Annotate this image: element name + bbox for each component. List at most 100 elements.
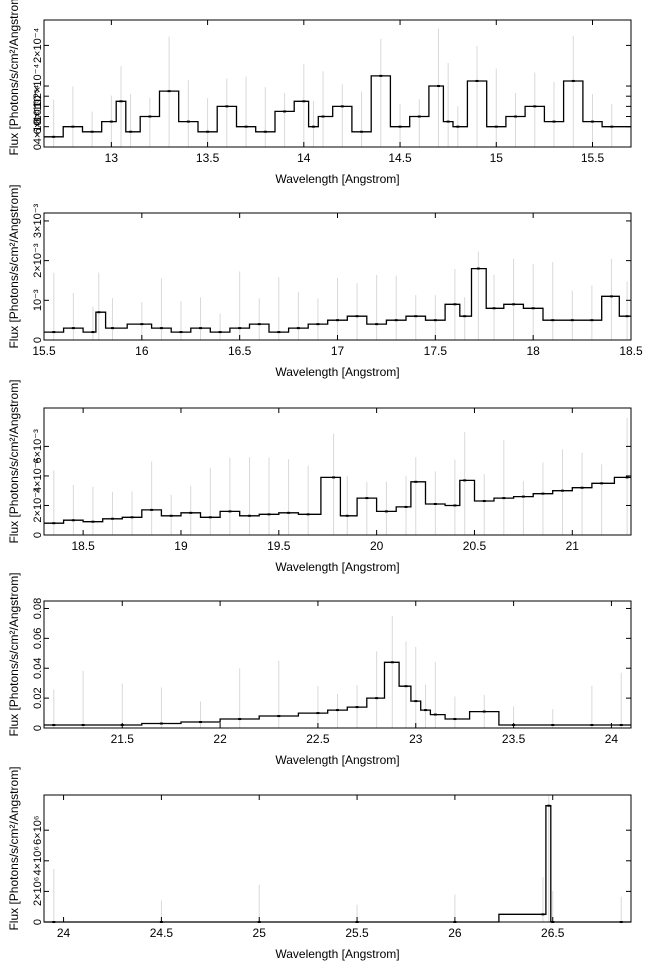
x-tick-label: 26	[448, 926, 462, 940]
data-point	[218, 331, 222, 334]
data-point	[257, 323, 261, 326]
data-point	[244, 125, 248, 128]
data-point	[433, 713, 437, 716]
plot-frame	[43, 600, 632, 729]
x-tick-label: 26.5	[541, 926, 565, 940]
x-tick-label: 24	[57, 926, 71, 940]
x-tick-label: 21.5	[111, 732, 135, 746]
data-point	[551, 724, 555, 727]
data-point	[609, 295, 613, 298]
x-tick-label: 19.5	[267, 539, 291, 553]
data-point	[283, 110, 287, 113]
data-point	[336, 709, 339, 712]
data-point	[208, 516, 212, 519]
data-point	[206, 130, 210, 133]
x-tick-label: 13	[105, 151, 119, 165]
data-point	[365, 497, 369, 500]
y-axis-label: Flux [Photons/s/cm²/Angstrom]	[7, 379, 21, 543]
data-point	[277, 331, 281, 334]
data-point	[129, 130, 133, 133]
data-point	[52, 135, 56, 138]
y-tick-label: 0.06	[32, 628, 44, 649]
x-tick-label: 18	[526, 344, 540, 358]
data-point	[169, 514, 173, 517]
data-point	[590, 724, 594, 727]
data-point	[475, 79, 479, 82]
data-point	[52, 522, 56, 525]
x-axis-label: Wavelength [Angstrom]	[275, 560, 399, 574]
x-tick-label: 24	[605, 732, 619, 746]
data-point	[167, 90, 171, 93]
y-tick-label: 10⁻⁴	[32, 85, 44, 108]
y-tick-label: 0	[32, 919, 44, 925]
y-tick-label: 6×10⁻³	[32, 429, 44, 464]
data-point	[238, 327, 242, 330]
data-point	[552, 120, 556, 123]
data-point	[140, 323, 144, 326]
data-point	[199, 327, 203, 330]
y-tick-label: 2×10⁶	[32, 877, 44, 906]
data-point	[159, 327, 163, 330]
data-point	[71, 519, 75, 522]
y-tick-label: 8×10⁻⁵	[32, 89, 44, 124]
data-point	[119, 100, 123, 103]
x-tick-label: 23.5	[502, 732, 526, 746]
data-point	[476, 267, 480, 270]
y-tick-label: 1.2×10⁻⁴	[32, 64, 44, 109]
x-tick-label: 22	[213, 732, 227, 746]
y-tick-label: 4×10⁻⁵	[32, 109, 44, 144]
data-point	[384, 510, 388, 513]
data-point	[590, 319, 594, 322]
data-point	[90, 130, 94, 133]
data-point	[414, 315, 418, 318]
panel-3: 18.5 19 19.5 20 20.5 21 0 2×10⁻³4×10⁻³6×10⁻³ Wav…	[7, 379, 632, 574]
data-point	[453, 504, 457, 507]
data-point	[311, 125, 315, 128]
data-point	[355, 315, 359, 318]
data-point	[482, 710, 486, 713]
data-point	[619, 724, 623, 727]
x-tick-label: 23	[409, 732, 423, 746]
data-point	[551, 319, 555, 322]
data-point	[379, 74, 383, 77]
error-bars	[53, 417, 628, 535]
y-tick-label: 4×10⁻³	[32, 458, 44, 493]
data-point	[424, 709, 428, 712]
data-point	[482, 500, 486, 503]
x-tick-label: 21	[566, 539, 580, 553]
x-tick-label: 20	[370, 539, 384, 553]
data-point	[238, 718, 242, 721]
y-axis-label: Flux [Photons/s/cm²/Angstrom]	[7, 766, 21, 930]
data-point	[512, 303, 516, 306]
plot-frame	[43, 407, 632, 536]
data-point	[453, 303, 457, 306]
y-tick-label: 0.08	[32, 598, 44, 619]
y-tick-label: 2×10⁻³	[32, 488, 44, 523]
data-point	[375, 323, 379, 326]
data-point	[625, 476, 629, 479]
data-point	[332, 476, 336, 479]
x-tick-label: 13.5	[196, 151, 220, 165]
y-tick-label: 0	[32, 532, 44, 538]
data-point	[502, 497, 506, 500]
data-point	[148, 115, 152, 118]
y-tick-label: 0.04	[32, 658, 44, 679]
y-tick-label: 0	[32, 725, 44, 731]
y-tick-label: 0	[32, 144, 44, 150]
data-point	[561, 489, 565, 492]
data-point	[547, 804, 551, 807]
x-tick-label: 17	[331, 344, 345, 358]
y-tick-label: 2×10⁻⁴	[32, 27, 44, 63]
data-point	[225, 105, 229, 108]
data-point	[302, 100, 306, 103]
data-point	[150, 508, 154, 511]
x-tick-label: 19	[174, 539, 188, 553]
data-point	[437, 85, 441, 88]
data-point	[336, 319, 339, 322]
data-point	[267, 513, 271, 516]
data-point	[110, 517, 114, 520]
data-point	[228, 510, 232, 513]
data-point	[398, 125, 402, 128]
y-axis-label: Flux [Photons/s/cm²/Angstrom]	[7, 572, 21, 736]
